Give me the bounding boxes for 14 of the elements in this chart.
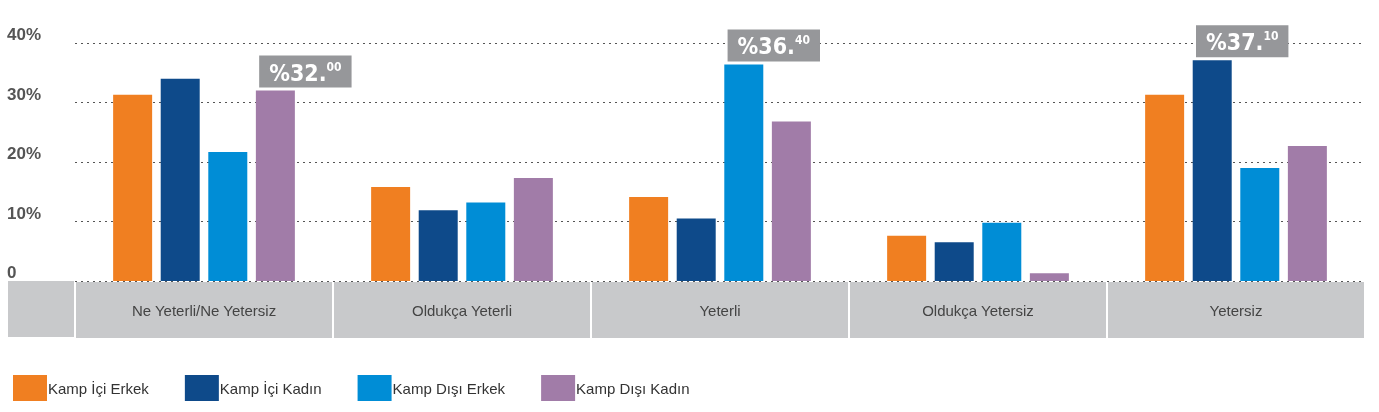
y-tick-label: 40% [7, 25, 42, 44]
y-tick-label: 30% [7, 84, 42, 104]
y-tick-label: 10% [7, 203, 42, 223]
x-tick-label: Yeterli [699, 301, 741, 319]
y-tick-label: 0 [7, 263, 17, 282]
x-tick-label: Oldukça Yeterli [411, 301, 513, 319]
x-tick-label: Ne Yeterli/Ne Yetersiz [131, 301, 277, 319]
legend-label: Kamp İçi Erkek [48, 379, 150, 397]
y-tick-label: 20% [7, 144, 42, 163]
x-tick-label: Yetersiz [1209, 301, 1263, 319]
legend-label: Kamp Dışı Kadın [576, 379, 690, 397]
x-tick-label: Oldukça Yetersiz [922, 301, 1034, 319]
legend-label: Kamp Dışı Erkek [392, 379, 506, 397]
legend-label: Kamp İçi Kadın [219, 379, 322, 397]
